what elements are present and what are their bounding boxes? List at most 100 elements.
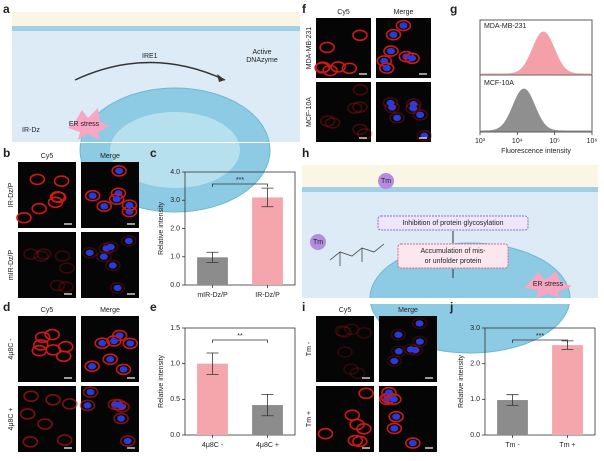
cell-signal <box>102 241 119 253</box>
row-label: mIR-Dz/P <box>8 250 15 281</box>
micrograph <box>18 162 76 228</box>
nucleus <box>126 340 135 347</box>
cell-signal <box>37 418 53 430</box>
cell-signal <box>81 246 98 259</box>
cell-signal <box>109 282 126 294</box>
panel-letter: h <box>302 146 309 160</box>
x-tick-label: Tm + <box>559 442 575 449</box>
cell-signal <box>349 367 366 379</box>
nucleus <box>114 401 123 409</box>
panel-letter: e <box>150 300 157 314</box>
y-tick-label: 2.0 <box>170 225 180 232</box>
nucleus <box>386 47 395 55</box>
cell-signal <box>390 328 407 341</box>
micrograph <box>316 316 374 382</box>
cell-signal <box>32 339 49 351</box>
cell-signal <box>96 200 113 213</box>
cell-signal <box>358 387 374 400</box>
cell-signal <box>389 112 405 124</box>
significance-bracket <box>212 183 268 187</box>
plot-frame <box>479 19 593 133</box>
cell-signal <box>352 83 369 96</box>
cell-signal <box>381 386 397 399</box>
cell-signal <box>334 325 351 337</box>
error-bar <box>206 251 219 263</box>
cell-signal <box>411 317 428 330</box>
y-tick-label: 0.0 <box>470 432 480 439</box>
nucleus <box>386 99 395 107</box>
arrow <box>74 61 226 81</box>
panel-letter: f <box>302 2 307 16</box>
error-bar <box>261 393 274 417</box>
bar <box>197 363 228 435</box>
cell-signal <box>356 326 373 339</box>
nucleus <box>393 114 402 122</box>
panel-letter: b <box>3 146 10 160</box>
significance-bracket <box>512 339 568 343</box>
cell-signal <box>405 437 421 449</box>
x-tick-label: mIR-Dz/P <box>197 292 228 299</box>
cell-signal <box>111 165 127 177</box>
cell-signal <box>55 350 72 363</box>
nucleus <box>106 356 115 363</box>
cell-signal <box>122 337 139 350</box>
cell-signal <box>330 61 346 73</box>
cell-signal <box>412 335 428 348</box>
cell-signal <box>317 427 334 440</box>
step1-box <box>377 215 529 231</box>
significance: *** <box>536 333 544 340</box>
column-label: Merge <box>100 153 120 160</box>
histogram <box>479 88 592 132</box>
panel-letter: i <box>302 300 305 314</box>
tm-structure <box>329 243 385 266</box>
y-axis-label: Relative intensity <box>158 355 165 408</box>
nucleus <box>399 22 408 29</box>
cell-signal <box>322 64 338 77</box>
cell-signal <box>33 250 49 262</box>
row-label: Tm - <box>306 341 313 356</box>
x-tick-label: IR-Dz/P <box>255 292 280 299</box>
nucleus <box>98 339 107 347</box>
y-tick-label: 3.0 <box>470 325 480 332</box>
cell-signal <box>405 102 421 115</box>
cell-signal <box>29 173 46 186</box>
nucleus <box>106 243 115 251</box>
cell-signal <box>45 344 61 356</box>
cell-signal <box>324 117 341 129</box>
label: Active <box>252 49 271 56</box>
error-bar <box>261 187 274 208</box>
row-label: 4μ8C + <box>8 408 15 431</box>
cell-signal <box>319 115 336 127</box>
cell-signal <box>352 29 368 42</box>
cell-signal <box>347 102 363 114</box>
mask <box>12 142 300 143</box>
step2-box <box>397 243 509 269</box>
histogram <box>480 31 593 75</box>
x-tick-label: 10⁶ <box>587 138 598 145</box>
nucleus <box>382 64 391 72</box>
cell-signal <box>385 28 402 41</box>
cell-signal <box>386 422 403 435</box>
y-tick-label: 0.0 <box>170 282 180 289</box>
nucleus <box>112 195 121 203</box>
cell-signal <box>386 393 402 406</box>
cell-signal <box>388 410 404 423</box>
error-bar <box>506 394 519 406</box>
y-tick-label: 4.0 <box>170 169 180 176</box>
micrograph <box>18 232 76 298</box>
column-label: Cy5 <box>41 307 54 314</box>
nucleus <box>115 167 124 175</box>
cell-signal <box>110 399 127 411</box>
cell-signal <box>47 196 64 209</box>
cell-signal <box>56 434 73 446</box>
sample-label: MCF-10A <box>484 80 514 87</box>
nucleus <box>86 388 95 396</box>
nucleus <box>99 253 108 260</box>
cell-signal <box>115 363 132 376</box>
cell-signal <box>96 250 112 263</box>
plot-frame <box>184 327 296 436</box>
label: IRE1 <box>142 53 158 60</box>
extracellular <box>302 165 598 187</box>
cell-signal <box>58 281 74 293</box>
